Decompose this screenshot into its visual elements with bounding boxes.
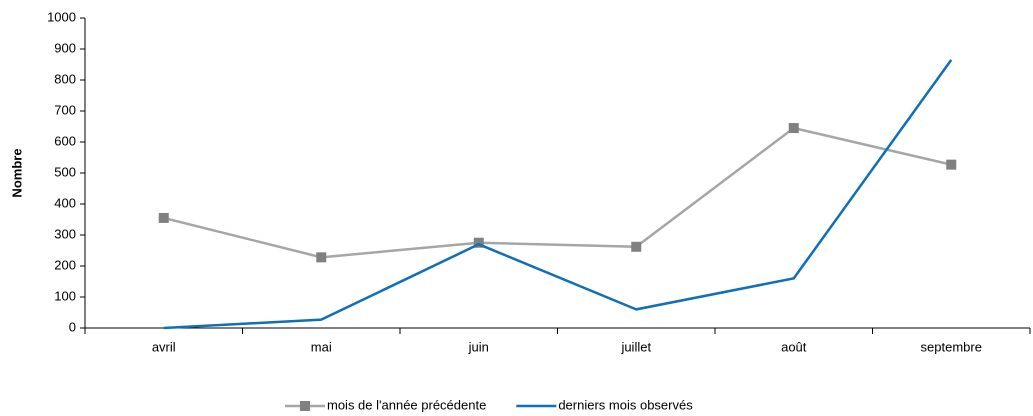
legend-label: mois de l'année précédente — [327, 397, 486, 412]
y-tick-label: 400 — [54, 195, 76, 210]
marker — [158, 212, 169, 223]
y-axis-label: Nombre — [9, 148, 24, 197]
y-tick-label: 300 — [54, 226, 76, 241]
y-tick-label: 800 — [54, 71, 76, 86]
y-tick-label: 700 — [54, 102, 76, 117]
x-tick-label: avril — [152, 339, 176, 354]
marker — [473, 237, 484, 248]
x-tick-label: juin — [468, 339, 489, 354]
y-tick-label: 500 — [54, 164, 76, 179]
y-tick-label: 600 — [54, 133, 76, 148]
y-tick-label: 200 — [54, 257, 76, 272]
series-line — [163, 126, 952, 259]
marker — [316, 252, 327, 263]
y-tick-label: 1000 — [47, 9, 76, 24]
y-tick-label: 900 — [54, 40, 76, 55]
y-tick-label: 0 — [69, 319, 76, 334]
x-tick-label: septembre — [921, 339, 982, 354]
x-tick-label: août — [781, 339, 807, 354]
marker — [946, 159, 957, 170]
y-tick-label: 100 — [54, 288, 76, 303]
x-tick-label: mai — [311, 339, 332, 354]
legend-marker — [300, 401, 310, 411]
legend-label: derniers mois observés — [558, 397, 693, 412]
marker — [631, 241, 642, 252]
marker — [788, 123, 799, 134]
x-tick-label: juillet — [620, 339, 651, 354]
series-line — [163, 59, 953, 330]
